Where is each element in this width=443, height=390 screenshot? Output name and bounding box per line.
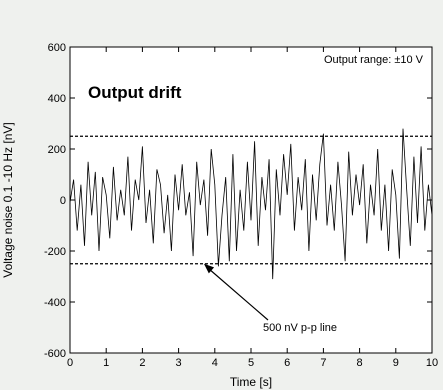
x-tick-label-4: 4 xyxy=(212,357,218,369)
x-tick-label-8: 8 xyxy=(357,357,363,369)
annotation-arrow-head xyxy=(203,263,215,274)
output-range-label: Output range: ±10 V xyxy=(324,54,424,66)
y-axis-label: Voltage noise 0.1 -10 Hz [nV] xyxy=(1,122,15,277)
pp-line-label: 500 nV p-p line xyxy=(263,322,337,334)
y-tick-label--200: -200 xyxy=(44,246,66,258)
x-tick-label-9: 9 xyxy=(393,357,399,369)
x-tick-label-3: 3 xyxy=(176,357,182,369)
x-tick-label-6: 6 xyxy=(284,357,290,369)
y-tick-label-600: 600 xyxy=(48,42,66,54)
x-tick-label-5: 5 xyxy=(248,357,254,369)
x-axis-label: Time [s] xyxy=(230,375,272,389)
chart-title: Output drift xyxy=(88,83,182,102)
x-tick-label-0: 0 xyxy=(67,357,73,369)
y-tick-label-200: 200 xyxy=(48,144,66,156)
y-tick-label-0: 0 xyxy=(60,195,66,207)
x-tick-label-10: 10 xyxy=(426,357,438,369)
y-tick-label--400: -400 xyxy=(44,297,66,309)
x-tick-label-2: 2 xyxy=(139,357,145,369)
series-line-0 xyxy=(69,128,433,280)
y-tick-label--600: -600 xyxy=(44,348,66,360)
annotation-arrow-shaft xyxy=(209,269,269,321)
y-tick-label-400: 400 xyxy=(48,93,66,105)
x-tick-label-1: 1 xyxy=(103,357,109,369)
x-tick-label-7: 7 xyxy=(320,357,326,369)
plot-frame xyxy=(69,46,433,354)
